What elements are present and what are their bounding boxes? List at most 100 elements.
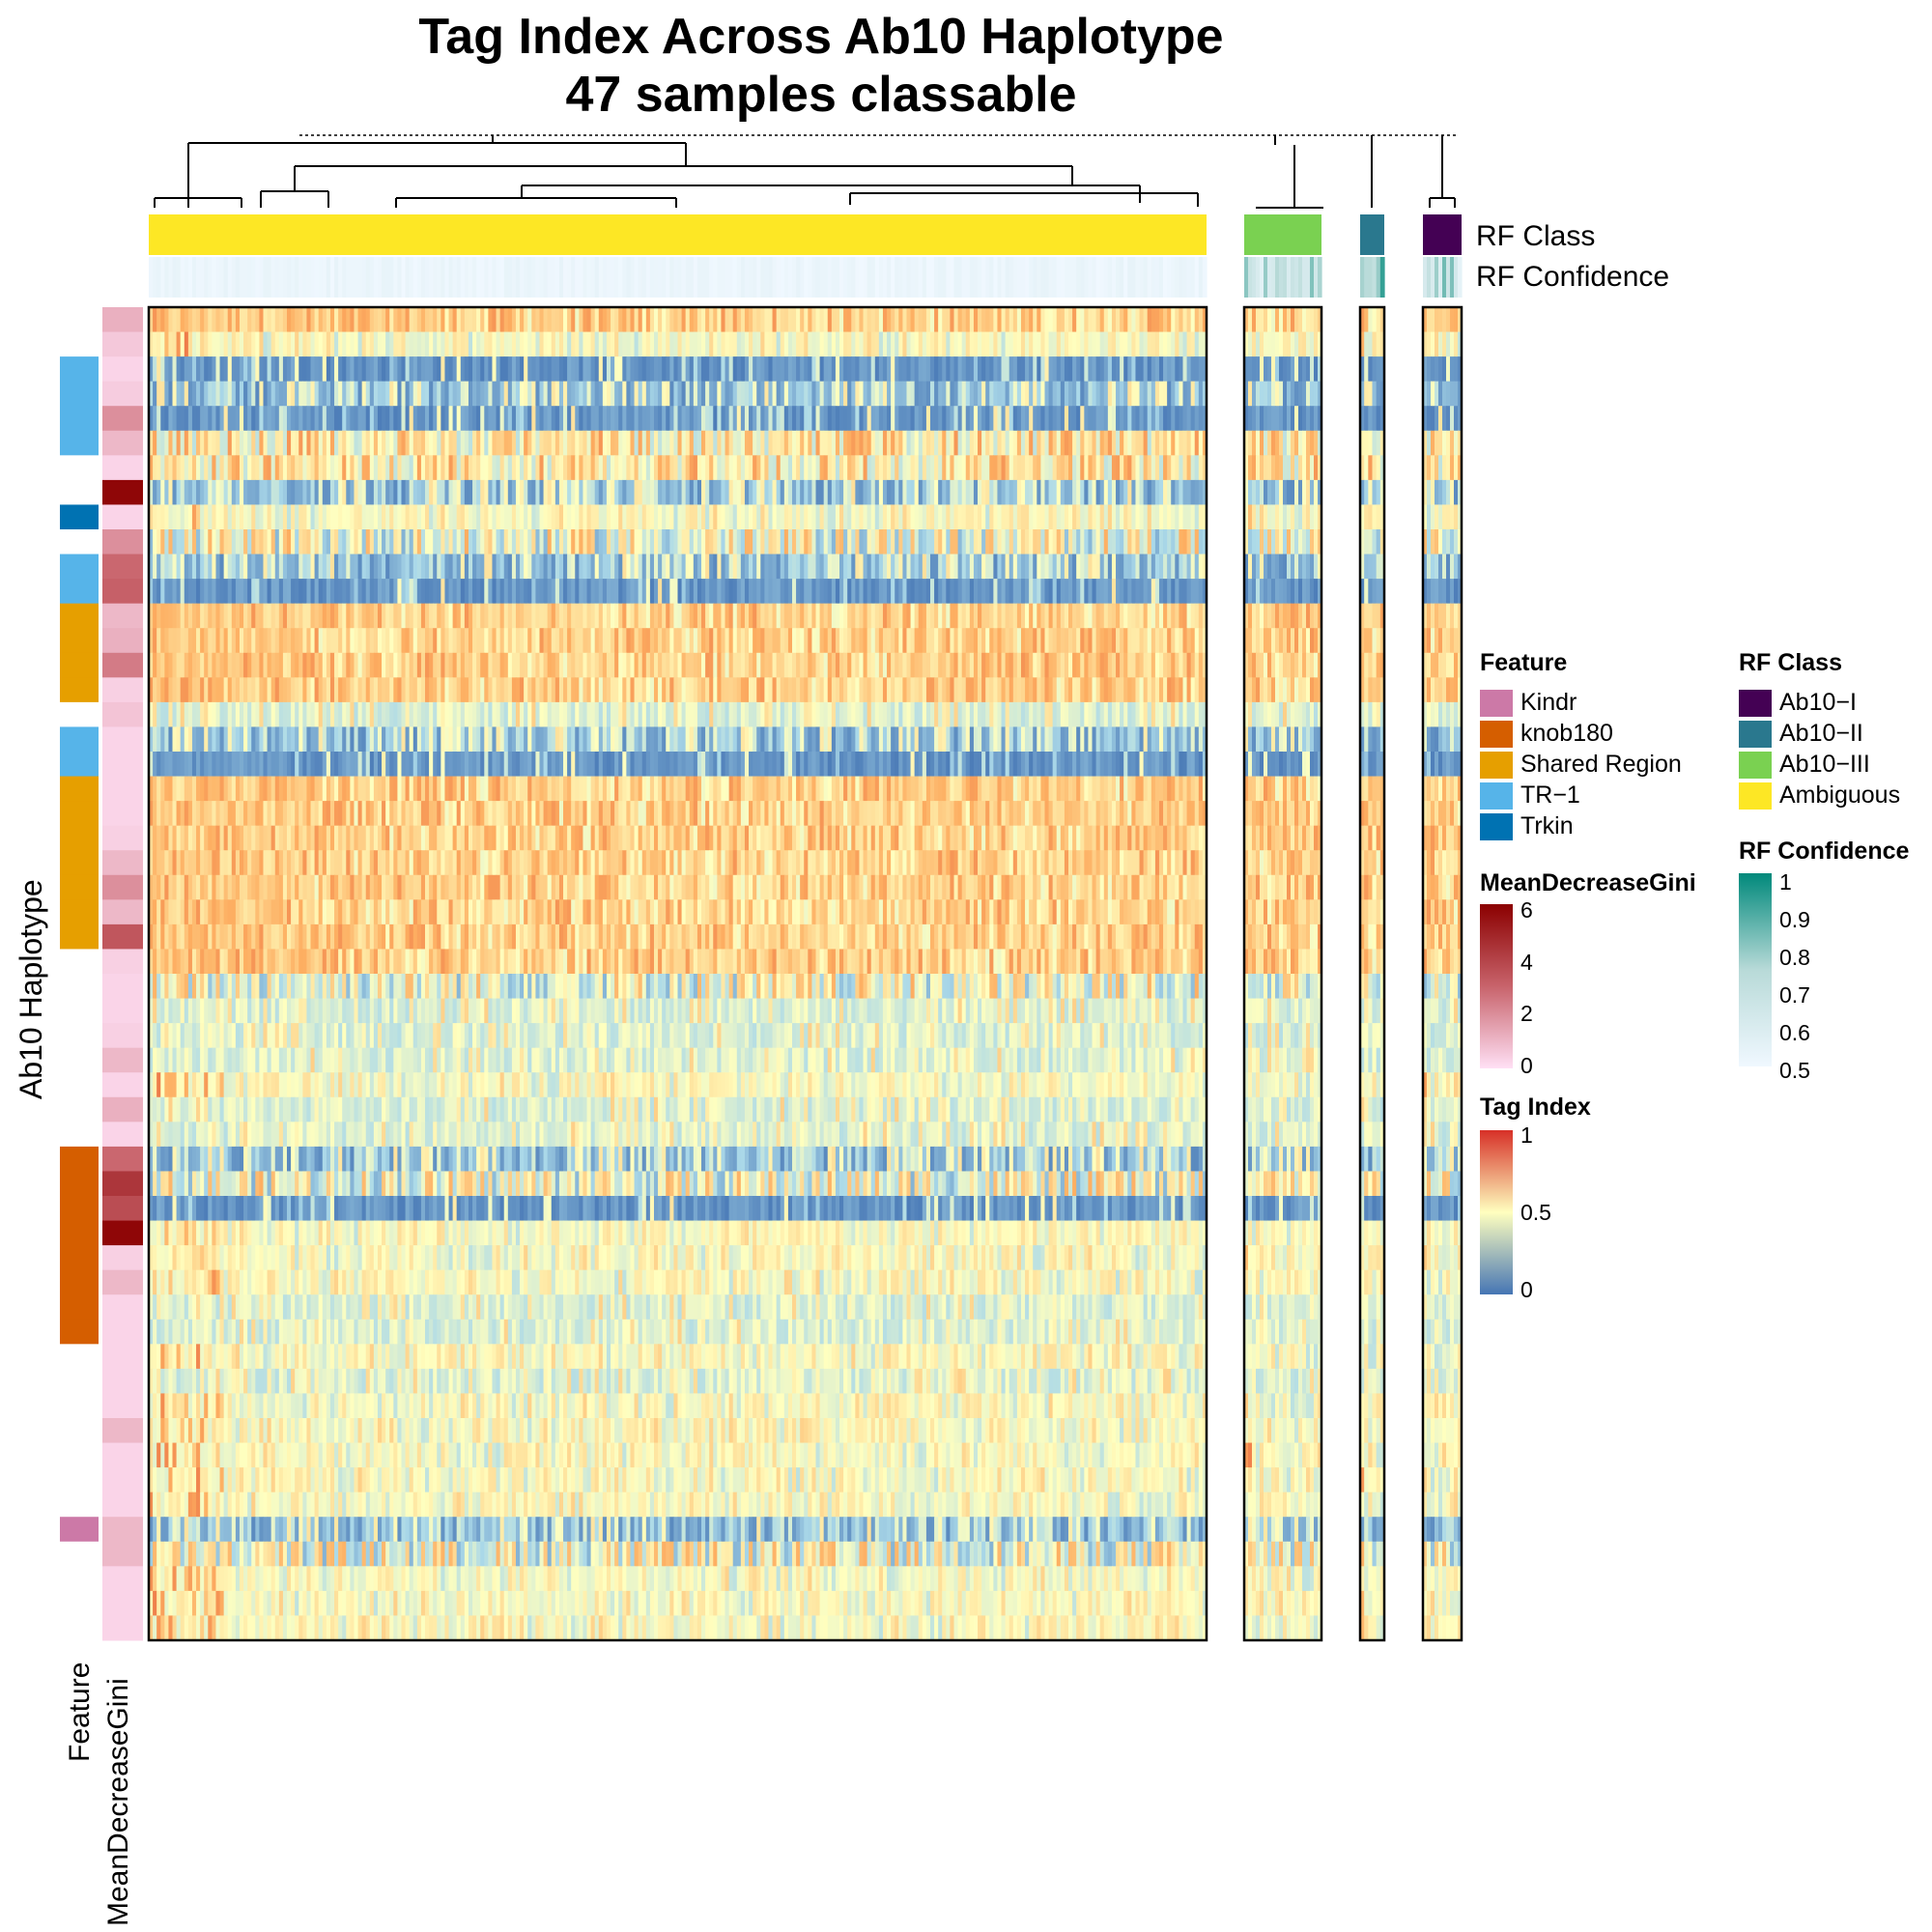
heatmap-cell [1044, 307, 1050, 333]
heatmap-cell [1147, 701, 1152, 728]
heatmap-cell [681, 652, 687, 678]
heatmap-cell [796, 307, 801, 333]
heatmap-cell [460, 307, 466, 333]
heatmap-cell [1158, 529, 1164, 555]
heatmap-cell [804, 356, 809, 383]
rf-confidence-cell [334, 257, 339, 298]
heatmap-cell [397, 430, 403, 456]
heatmap-cell [282, 652, 288, 678]
heatmap-cell [507, 479, 513, 506]
heatmap-cell [1131, 579, 1137, 605]
heatmap-cell [153, 331, 157, 357]
heatmap-cell [227, 603, 233, 629]
heatmap-cell [997, 331, 1003, 357]
heatmap-cell [369, 381, 375, 407]
heatmap-cell [586, 479, 592, 506]
rf-class-bar [149, 214, 1207, 255]
heatmap-cell [618, 479, 623, 506]
heatmap-cell [669, 579, 675, 605]
heatmap-cell [420, 331, 426, 357]
feature-annotation-cell [60, 628, 99, 654]
gini-annotation-cell [102, 1072, 143, 1098]
heatmap-cell [649, 479, 655, 506]
heatmap-cell [835, 652, 840, 678]
heatmap-cell [338, 430, 343, 456]
heatmap-cell [365, 529, 371, 555]
rf-confidence-cell [878, 257, 884, 298]
heatmap-cell [1123, 406, 1128, 432]
heatmap-cell [1020, 381, 1026, 407]
rf-confidence-cell [306, 257, 312, 298]
heatmap-cell [326, 529, 331, 555]
heatmap-cell [749, 381, 753, 407]
heatmap-cell [499, 430, 505, 456]
heatmap-cell [677, 554, 683, 580]
heatmap-cell [322, 356, 327, 383]
heatmap-cell [437, 455, 441, 481]
heatmap-cell [867, 554, 872, 580]
heatmap-cell [1001, 628, 1007, 654]
heatmap-cell [835, 603, 840, 629]
heatmap-cell [282, 677, 288, 703]
feature-annotation-cell [60, 1393, 99, 1419]
heatmap-cell [168, 381, 174, 407]
heatmap-cell [1048, 381, 1054, 407]
heatmap-cell [1167, 701, 1172, 728]
heatmap-cell [606, 504, 611, 530]
heatmap-cell [180, 430, 185, 456]
heatmap-cell [669, 455, 675, 481]
rf-confidence-cell [298, 257, 303, 298]
heatmap-cell [942, 504, 947, 530]
heatmap-cell [227, 554, 233, 580]
heatmap-cell [416, 504, 422, 530]
heatmap-cell [815, 677, 821, 703]
heatmap-cell [978, 406, 982, 432]
heatmap-cell [196, 701, 201, 728]
heatmap-cell [274, 628, 280, 654]
heatmap-cell [685, 579, 691, 605]
rf-confidence-cell [149, 257, 154, 298]
rf-confidence-cell [870, 257, 876, 298]
heatmap-cell [322, 529, 327, 555]
heatmap-cell [815, 381, 821, 407]
heatmap-cell [263, 479, 269, 506]
gini-annotation-cell [102, 554, 143, 580]
rf-confidence-cell [567, 257, 572, 298]
heatmap-cell [278, 356, 284, 383]
heatmap-cell [452, 554, 458, 580]
heatmap-cell [1154, 455, 1160, 481]
heatmap-cell [882, 504, 888, 530]
heatmap-cell [1143, 529, 1149, 555]
heatmap-cell [346, 677, 351, 703]
heatmap-cell [539, 356, 545, 383]
heatmap-cell [622, 628, 627, 654]
heatmap-cell [1171, 331, 1176, 357]
heatmap-cell [440, 430, 446, 456]
heatmap-cell [287, 603, 292, 629]
heatmap-cell [1120, 406, 1124, 432]
heatmap-cell [929, 455, 935, 481]
heatmap-cell [338, 406, 343, 432]
heatmap-cell [713, 628, 718, 654]
heatmap-cell [464, 406, 469, 432]
heatmap-cell [1139, 628, 1145, 654]
heatmap-cell [586, 579, 592, 605]
rf-confidence-cell [1151, 257, 1156, 298]
heatmap-cell [223, 479, 229, 506]
heatmap-cell [212, 406, 217, 432]
heatmap-cell [993, 677, 999, 703]
heatmap-cell [1064, 677, 1069, 703]
rf-confidence-cell [780, 257, 785, 298]
heatmap-cell [535, 356, 541, 383]
heatmap-cell [499, 331, 505, 357]
heatmap-cell [369, 455, 375, 481]
heatmap-cell [906, 504, 912, 530]
heatmap-cell [172, 381, 178, 407]
heatmap-cell [855, 307, 861, 333]
heatmap-cell [1037, 455, 1041, 481]
heatmap-cell [673, 406, 679, 432]
heatmap-cell [709, 479, 714, 506]
heatmap-cell [611, 677, 615, 703]
heatmap-cell [350, 701, 355, 728]
rf-confidence-cell [507, 257, 513, 298]
